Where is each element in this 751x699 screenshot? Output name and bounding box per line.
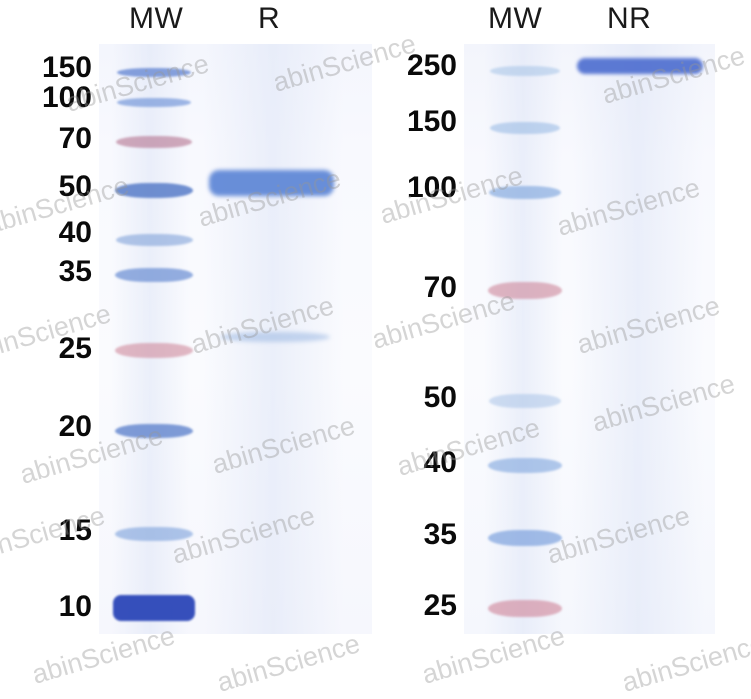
mw-label-100: 100	[41, 81, 92, 114]
ladder-band-20	[115, 424, 193, 438]
ladder-band-10	[113, 595, 195, 621]
mw-label-100-r: 100	[406, 171, 457, 204]
mw-label-150-r: 150	[406, 105, 457, 138]
lane-label-nr: NR	[607, 2, 652, 35]
ladder-band-50-r	[489, 394, 561, 408]
mw-label-10: 10	[58, 590, 92, 623]
ladder-band-150-r	[490, 122, 560, 134]
lane-shade-mw-left	[111, 44, 189, 634]
mw-label-35: 35	[58, 255, 92, 288]
ladder-band-35	[115, 268, 193, 282]
watermark-text: abinScience	[213, 628, 364, 698]
ladder-band-50	[115, 183, 193, 198]
gel-panel-left	[99, 44, 372, 634]
mw-label-40: 40	[58, 216, 92, 249]
ladder-band-70-r	[488, 282, 562, 299]
sample-band-r-26kda	[220, 332, 330, 342]
gel-panel-right	[464, 44, 715, 634]
ladder-band-40-r	[488, 458, 562, 473]
mw-label-250-r: 250	[406, 49, 457, 82]
mw-label-15: 15	[58, 514, 92, 547]
ladder-band-100	[117, 98, 191, 107]
ladder-band-70	[116, 136, 192, 148]
ladder-band-15	[115, 527, 193, 541]
lane-label-r: R	[258, 2, 281, 35]
mw-label-25: 25	[58, 332, 92, 365]
mw-label-150: 150	[41, 51, 92, 84]
ladder-band-100-r	[489, 186, 561, 199]
ladder-band-25-r	[488, 600, 562, 617]
ladder-band-25	[115, 343, 193, 358]
mw-label-50-r: 50	[423, 381, 457, 414]
mw-label-20: 20	[58, 410, 92, 443]
mw-label-25-r: 25	[423, 589, 457, 622]
mw-label-35-r: 35	[423, 518, 457, 551]
watermark-text: abinScience	[618, 628, 751, 698]
ladder-band-150	[117, 68, 191, 77]
sample-band-r-50kda	[209, 170, 334, 196]
ladder-band-250	[490, 66, 560, 76]
sample-band-nr-250kda	[577, 58, 703, 74]
mw-label-70-r: 70	[423, 271, 457, 304]
lane-label-mw-left: MW	[129, 2, 184, 35]
lane-label-mw-right: MW	[488, 2, 543, 35]
mw-label-50: 50	[58, 170, 92, 203]
lane-shade-nr	[572, 44, 704, 634]
mw-label-40-r: 40	[423, 446, 457, 479]
mw-label-70: 70	[58, 122, 92, 155]
ladder-band-35-r	[488, 530, 562, 546]
ladder-band-40	[116, 234, 193, 246]
